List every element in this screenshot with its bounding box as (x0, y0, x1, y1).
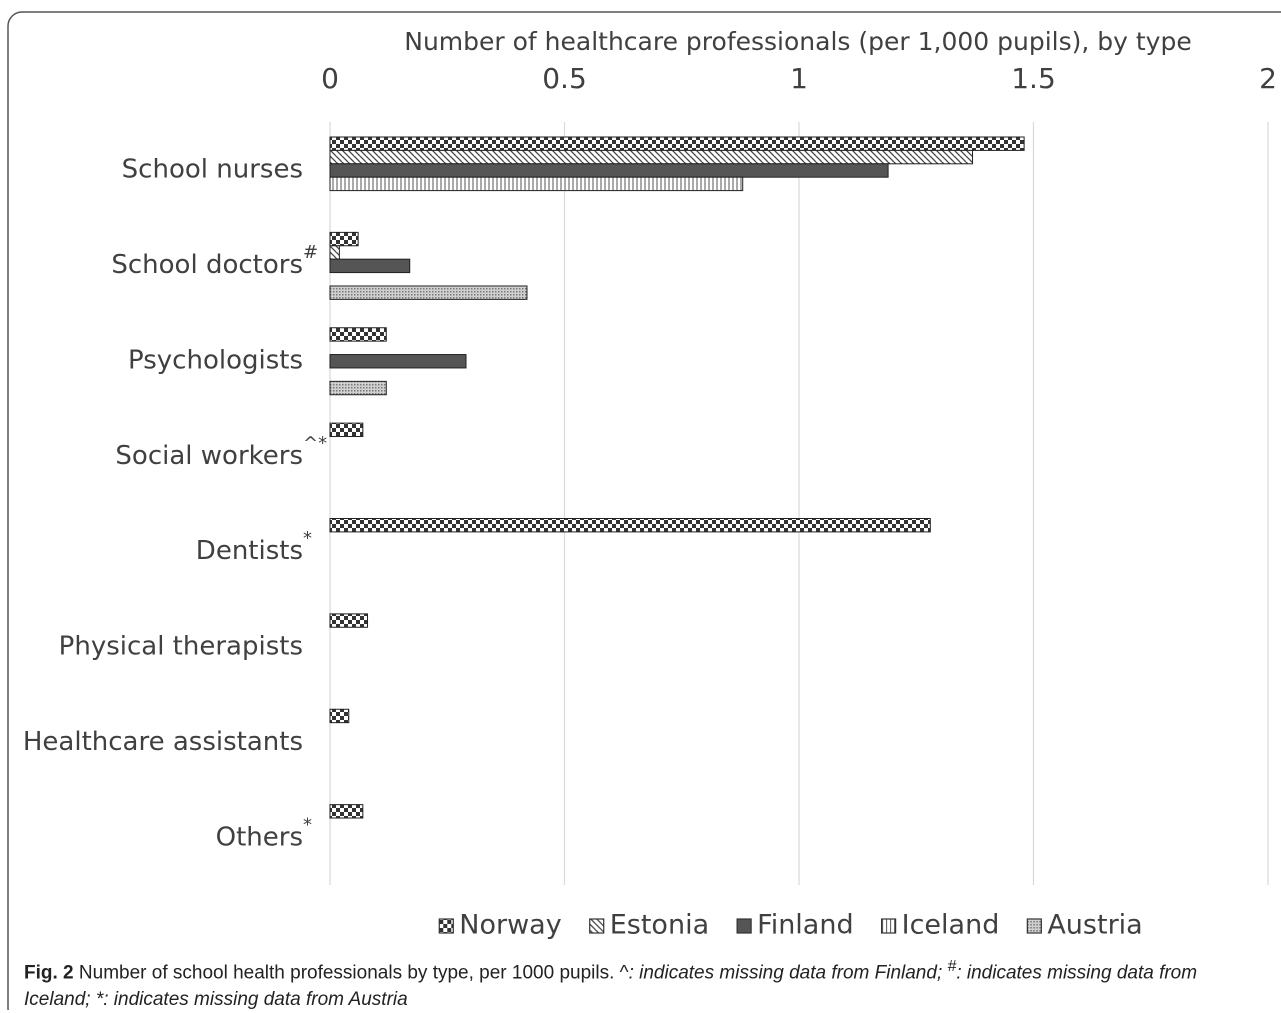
legend-label: Iceland (902, 910, 1000, 941)
bar (329, 518, 931, 533)
legend-swatch (736, 918, 752, 934)
axis-title: Number of healthcare professionals (per … (404, 27, 1191, 56)
category-label: School nurses (122, 154, 303, 184)
bar (329, 231, 359, 247)
bar (329, 285, 528, 300)
category-name: Dentists (196, 536, 303, 566)
legend-item: Estonia (589, 910, 709, 941)
legend-swatch (881, 918, 897, 934)
category-label: School doctors# (111, 242, 318, 280)
legend-item: Austria (1026, 910, 1143, 941)
caption-label: Fig. 2 (24, 962, 74, 984)
legend-swatch (438, 918, 454, 934)
caption-note: : indicates missing data from Iceland; *… (24, 962, 1198, 1011)
legend-swatch (1026, 918, 1042, 934)
bar (329, 136, 1025, 151)
x-tick-label: 1.5 (1011, 62, 1056, 95)
legend-label: Finland (757, 910, 853, 941)
bar (329, 422, 364, 438)
x-tick-label: 0.5 (542, 62, 587, 95)
bar (329, 380, 387, 396)
category-name: Healthcare assistants (23, 726, 303, 756)
bar (329, 176, 744, 192)
legend-item: Norway (438, 910, 562, 941)
legend-label: Austria (1047, 910, 1142, 941)
legend-swatch (589, 918, 605, 934)
category-label: Psychologists (128, 345, 303, 375)
x-tick-label: 2 (1259, 62, 1277, 95)
bar (329, 354, 467, 369)
caption: Fig. 2 Number of school health professio… (24, 953, 1244, 1013)
caption-note: : indicates missing data from Finland; (628, 962, 948, 984)
category-label: Physical therapists (59, 631, 303, 661)
caption-sup: # (947, 958, 957, 975)
category-name: School doctors (111, 250, 303, 280)
bar (329, 163, 889, 178)
category-label: Dentists* (196, 528, 312, 566)
category-name: Psychologists (128, 345, 303, 375)
category-label: Social workers^* (115, 433, 327, 471)
legend-item: Finland (736, 910, 854, 941)
legend-label: Estonia (610, 910, 709, 941)
bar (329, 613, 369, 628)
category-note: # (303, 242, 318, 263)
legend-item: Iceland (881, 910, 1000, 941)
category-name: Physical therapists (59, 631, 303, 661)
bar (329, 804, 364, 819)
category-name: Others (216, 822, 303, 852)
bar (329, 245, 340, 260)
category-note: * (303, 528, 312, 549)
legend-label: Norway (459, 910, 561, 941)
category-note: * (303, 814, 312, 835)
category-label: Healthcare assistants (23, 726, 303, 756)
x-tick-label: 1 (790, 62, 808, 95)
category-name: Social workers (115, 440, 303, 470)
category-name: School nurses (122, 154, 303, 184)
bar (329, 327, 387, 342)
bar (329, 258, 411, 274)
frame (7, 11, 1281, 1010)
bar (329, 149, 974, 165)
category-label: Others* (216, 814, 312, 852)
x-tick-label: 0 (321, 62, 339, 95)
bar (329, 708, 350, 724)
caption-text: Number of school health professionals by… (73, 962, 629, 984)
category-note: ^* (303, 433, 327, 454)
